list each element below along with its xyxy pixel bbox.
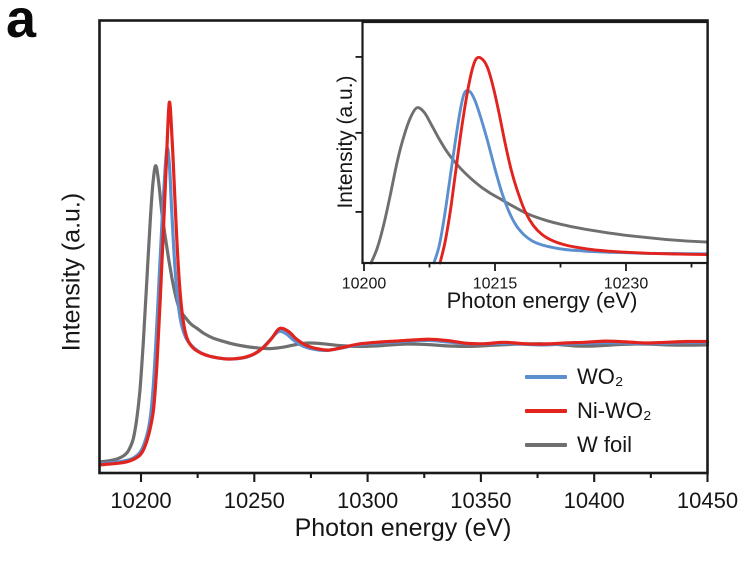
legend-label: Ni-WO₂	[577, 398, 652, 423]
legend-line-swatch	[525, 375, 567, 379]
main-x-tick-label: 10200	[110, 488, 171, 513]
inset-x-tick-label: 10215	[473, 275, 518, 292]
inset-curve-ni-wo-	[438, 55, 708, 265]
inset-curve-wo-	[432, 89, 708, 265]
inset-x-tick-label: 10230	[604, 275, 649, 292]
inset-curve-w-foil	[369, 106, 708, 265]
main-x-tick-label: 10300	[337, 488, 398, 513]
inset-y-axis-label: Intensity (a.u.)	[334, 75, 357, 209]
inset-plot-frame	[361, 20, 709, 265]
main-x-tick-label: 10450	[677, 488, 738, 513]
legend-line-swatch	[525, 409, 567, 413]
legend-label: WO₂	[577, 364, 624, 389]
main-x-tick-label: 10350	[450, 488, 511, 513]
main-x-tick-label: 10400	[564, 488, 625, 513]
legend: WO₂ Ni-WO₂ W foil	[525, 360, 652, 462]
legend-line-swatch	[525, 443, 567, 447]
inset-x-axis-label: Photon energy (eV)	[446, 288, 638, 313]
inset-plot-background	[362, 22, 708, 263]
main-curve-ni-wo-	[98, 100, 710, 467]
inset-x-tick-label: 10200	[342, 275, 387, 292]
main-x-tick-label: 10250	[224, 488, 285, 513]
legend-item: Ni-WO₂	[525, 394, 652, 428]
main-y-axis-label: Intensity (a.u.)	[57, 192, 86, 352]
main-x-axis-label: Photon energy (eV)	[294, 514, 512, 542]
panel-label-a: a	[6, 0, 37, 49]
legend-item: WO₂	[525, 360, 652, 394]
legend-item: W foil	[525, 428, 652, 462]
legend-label: W foil	[577, 432, 632, 457]
